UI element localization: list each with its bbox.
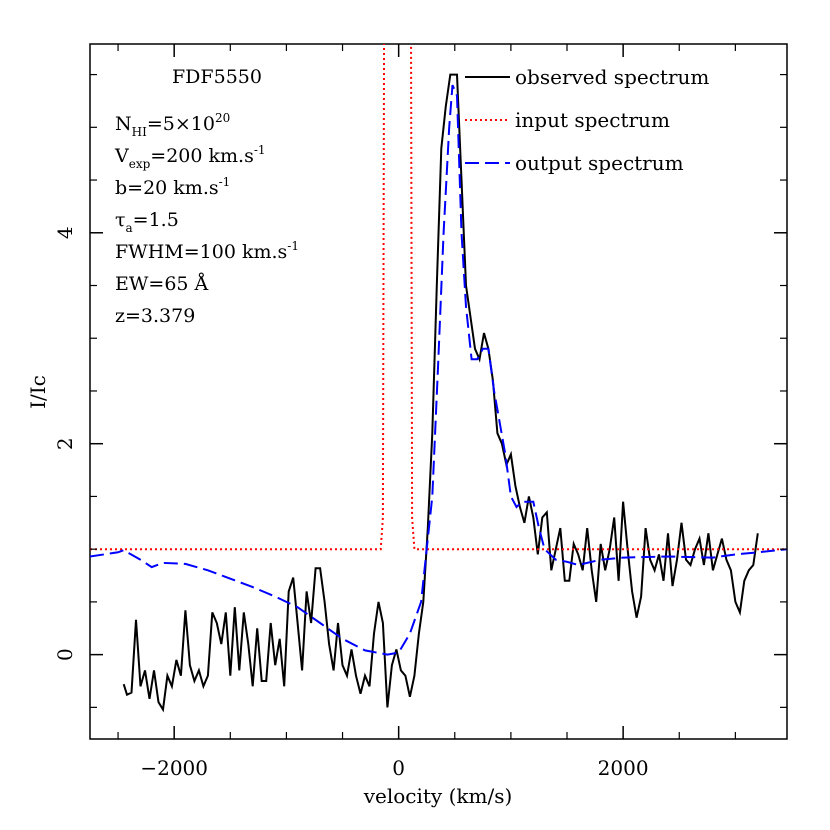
- data-line: [90, 44, 787, 551]
- legend-label: observed spectrum: [515, 65, 709, 89]
- data-line: [90, 84, 787, 656]
- legend-label: output spectrum: [515, 151, 684, 175]
- annotation-part: FDF5550: [172, 66, 262, 88]
- annotation: FWHM=100 km.s-1: [115, 239, 299, 263]
- annotation-part: -1: [287, 239, 299, 253]
- annotation: FDF5550: [172, 66, 262, 88]
- annotation-part: HI: [132, 125, 147, 139]
- annotation-part: N: [115, 113, 132, 135]
- y-axis-label: I/Ic: [26, 375, 50, 409]
- x-axis-label: velocity (km/s): [363, 784, 513, 808]
- plot-area: [90, 44, 787, 713]
- annotation-part: b=20 km.s: [115, 177, 219, 199]
- annotation: b=20 km.s-1: [115, 175, 230, 199]
- annotation-part: EW=65 Å: [115, 273, 209, 295]
- x-tick-label: 0: [392, 756, 405, 780]
- annotation: NHI=5×1020: [115, 111, 230, 139]
- annotation: Vexp=200 km.s-1: [114, 143, 266, 171]
- annotation: τa=1.5: [115, 209, 179, 235]
- annotation-part: -1: [254, 143, 266, 157]
- annotation-part: z=3.379: [115, 305, 195, 327]
- annotation-part: V: [114, 145, 129, 167]
- annotation: z=3.379: [115, 305, 195, 327]
- annotation-part: =5×10: [147, 113, 215, 135]
- annotation-part: 20: [215, 111, 230, 125]
- y-tick-label: 2: [53, 437, 77, 450]
- annotation-part: a: [126, 221, 133, 235]
- legend-label: input spectrum: [515, 108, 670, 132]
- annotation: EW=65 Å: [115, 273, 209, 295]
- data-line: [122, 73, 759, 713]
- annotation-part: =1.5: [133, 209, 179, 231]
- annotation-part: FWHM=100 km.s: [115, 241, 287, 263]
- x-tick-label: 2000: [598, 756, 649, 780]
- x-tick-label: −2000: [140, 756, 208, 780]
- annotation-part: =200 km.s: [150, 145, 254, 167]
- annotation-part: -1: [219, 175, 231, 189]
- y-tick-label: 4: [53, 226, 77, 239]
- y-tick-label: 0: [53, 648, 77, 661]
- annotation-part: τ: [115, 209, 126, 231]
- annotation-part: exp: [129, 157, 151, 171]
